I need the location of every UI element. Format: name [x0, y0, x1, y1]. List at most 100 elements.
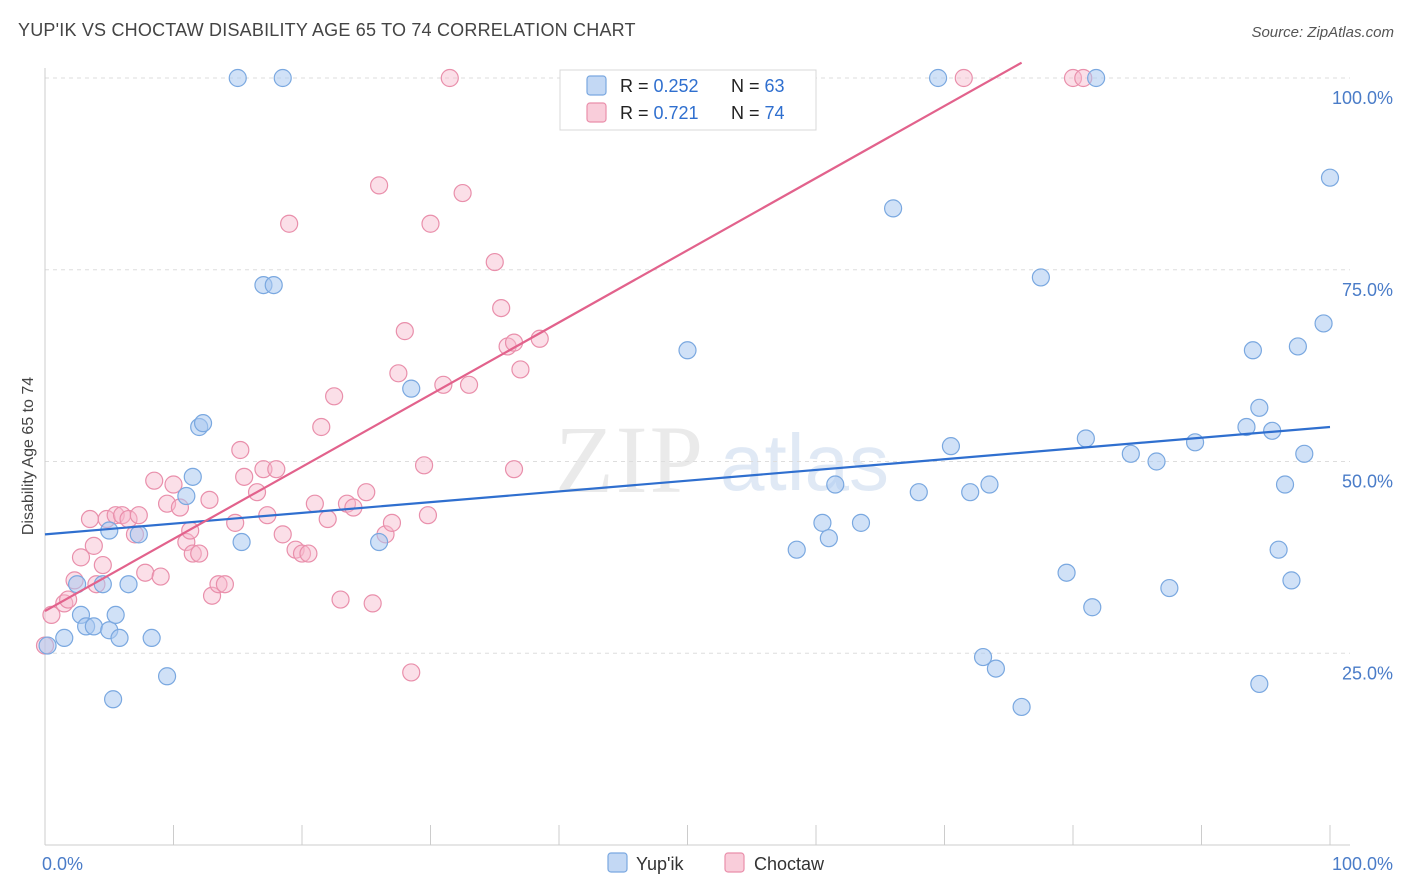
y-axis-label: Disability Age 65 to 74 — [20, 377, 37, 535]
yupik-point-42 — [1057, 563, 1076, 582]
choctaw-point-22 — [177, 532, 196, 552]
choctaw-point-38 — [280, 214, 299, 233]
yupik-point-32 — [883, 199, 903, 218]
yupik-point-13 — [142, 628, 161, 648]
yupik-point-10 — [110, 628, 129, 648]
legend-n-value-yupik: 63 — [765, 76, 785, 96]
yupik-point-40 — [1012, 697, 1031, 717]
choctaw-point-63 — [459, 375, 479, 394]
yupik-point-20 — [232, 532, 251, 552]
choctaw-point-72 — [1063, 68, 1083, 88]
choctaw-point-40 — [292, 544, 312, 563]
yupik-point-23 — [273, 68, 292, 88]
yupik-point-15 — [177, 486, 196, 506]
yupik-point-34 — [928, 68, 948, 88]
yupik-point-53 — [1250, 674, 1269, 694]
legend-r-label-2: R = — [620, 103, 654, 123]
choctaw-point-26 — [200, 490, 219, 509]
axes — [44, 68, 1350, 846]
choctaw-point-71 — [954, 68, 973, 88]
yupik-point-45 — [1083, 598, 1102, 617]
choctaw-point-6 — [80, 509, 100, 529]
yupik-point-49 — [1185, 433, 1205, 452]
y-tick-label-0: 25.0% — [1342, 663, 1393, 683]
yupik-point-41 — [1031, 268, 1050, 287]
bottom-legend-swatch-choctaw — [724, 852, 745, 873]
svg-text:N = 74: N = 74 — [731, 103, 785, 123]
choctaw-trend-line — [44, 61, 1023, 613]
choctaw-point-16 — [136, 563, 155, 582]
correlation-legend: R = 0.252 N = 63 R = 0.721 N = 74 — [559, 69, 817, 131]
yupik-point-16 — [183, 467, 202, 486]
yupik-point-56 — [1275, 475, 1295, 494]
y-tick-label-2: 75.0% — [1342, 280, 1393, 300]
choctaw-point-53 — [382, 513, 402, 532]
choctaw-point-9 — [93, 555, 112, 575]
yupik-point-61 — [1320, 168, 1340, 187]
watermark-atlas: atlas — [720, 418, 889, 507]
svg-text:R = 0.252: R = 0.252 — [620, 76, 699, 96]
legend-r-value-yupik: 0.252 — [654, 76, 699, 96]
yupik-point-58 — [1288, 337, 1307, 356]
legend-n-label-1: N = — [731, 76, 765, 96]
choctaw-point-46 — [331, 590, 350, 609]
legend-swatch-yupik — [586, 75, 607, 96]
trend-lines — [44, 61, 1331, 613]
choctaw-point-34 — [254, 460, 273, 479]
choctaw-point-37 — [273, 525, 292, 544]
choctaw-point-31 — [231, 440, 250, 460]
yupik-point-0 — [38, 636, 57, 655]
yupik-point-8 — [104, 690, 123, 709]
yupik-point-55 — [1269, 540, 1288, 559]
bottom-legend-label-yupik: Yup'ik — [636, 854, 684, 874]
choctaw-point-68 — [504, 460, 524, 479]
choctaw-point-49 — [357, 483, 376, 502]
yupik-point-30 — [826, 475, 845, 494]
yupik-point-19 — [228, 68, 247, 88]
choctaw-point-64 — [485, 252, 504, 272]
choctaw-point-42 — [305, 494, 324, 513]
choctaw-point-59 — [421, 214, 440, 233]
choctaw-point-36 — [267, 460, 286, 479]
yupik-point-11 — [119, 575, 138, 594]
yupik-point-33 — [909, 483, 928, 502]
yupik-point-59 — [1295, 444, 1314, 463]
yupik-point-27 — [787, 540, 806, 559]
legend-n-label-2: N = — [731, 103, 765, 123]
yupik-point-29 — [819, 529, 838, 548]
yupik-point-60 — [1314, 314, 1333, 333]
choctaw-point-28 — [209, 575, 228, 594]
choctaw-points — [35, 68, 1093, 682]
choctaw-point-57 — [414, 456, 434, 475]
yupik-point-44 — [1087, 68, 1106, 88]
choctaw-point-62 — [453, 183, 472, 203]
yupik-point-50 — [1237, 417, 1256, 437]
yupik-point-5 — [84, 617, 103, 636]
yupik-point-1 — [55, 628, 74, 648]
yupik-point-26 — [678, 341, 697, 360]
choctaw-point-17 — [145, 471, 164, 490]
choctaw-point-27 — [202, 586, 222, 605]
choctaw-point-58 — [418, 506, 438, 525]
svg-text:N = 63: N = 63 — [731, 76, 785, 96]
choctaw-point-43 — [312, 417, 331, 437]
choctaw-point-54 — [389, 364, 408, 383]
choctaw-point-45 — [325, 387, 344, 406]
yupik-point-14 — [157, 667, 177, 686]
choctaw-point-41 — [299, 544, 318, 563]
bottom-legend-label-choctaw: Choctaw — [754, 854, 825, 874]
choctaw-point-44 — [318, 509, 337, 529]
yupik-point-31 — [851, 513, 871, 532]
choctaw-point-61 — [440, 68, 459, 88]
bottom-legend-swatch-yupik — [607, 852, 628, 873]
yupik-point-47 — [1147, 452, 1166, 471]
choctaw-point-32 — [235, 467, 254, 486]
choctaw-point-65 — [492, 299, 511, 318]
choctaw-point-29 — [215, 575, 234, 594]
x-tick-label-0: 0.0% — [42, 854, 83, 874]
choctaw-point-20 — [164, 475, 183, 494]
y-tick-label-1: 50.0% — [1342, 472, 1393, 492]
legend-n-value-choctaw: 74 — [765, 103, 785, 123]
choctaw-point-24 — [183, 544, 202, 563]
